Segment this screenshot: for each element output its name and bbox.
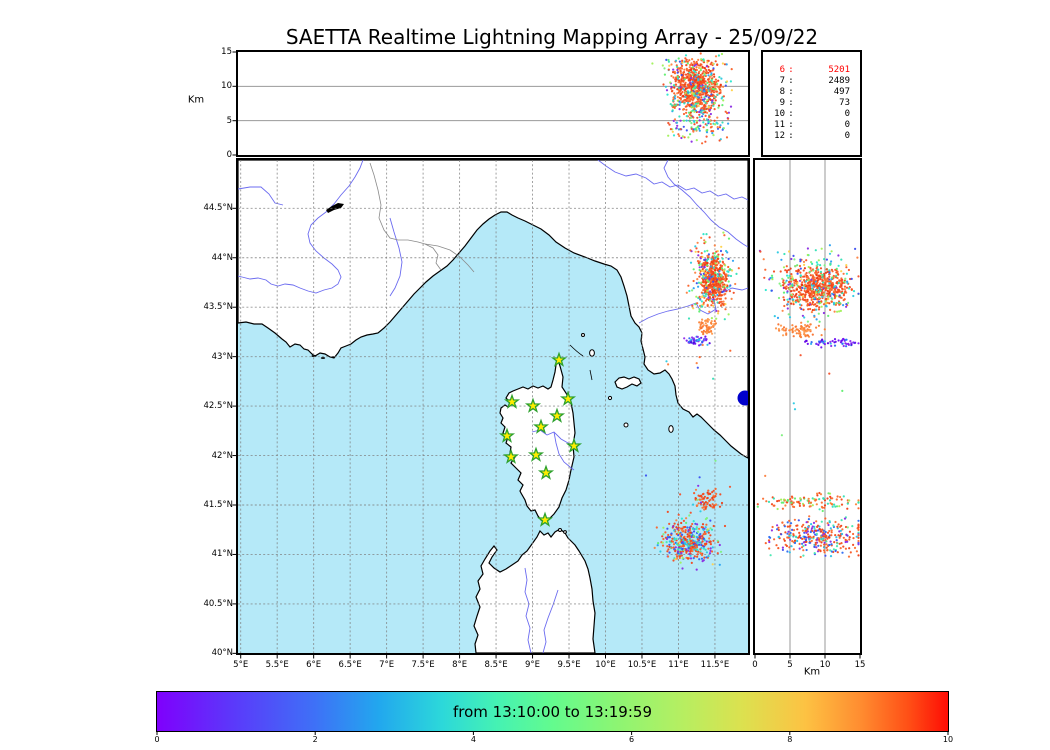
station-star bbox=[536, 511, 554, 527]
station-star bbox=[565, 437, 583, 453]
island-montecristo bbox=[623, 422, 629, 428]
lat-tick-label: 42.5°N bbox=[203, 400, 233, 411]
colorbar-label: from 13:10:00 to 13:19:59 bbox=[452, 702, 652, 721]
colorbar: from 13:10:00 to 13:19:59 bbox=[156, 691, 949, 732]
lon-tick-label: 10.5°E bbox=[627, 659, 657, 670]
altitude-longitude-plot bbox=[238, 52, 748, 145]
source-count-panel: 6:5201 7:2489 8:497 9:73 10:0 11:0 12:0 bbox=[761, 50, 862, 157]
alt-tick-label: 0 bbox=[226, 149, 232, 160]
lat-tick-label: 40°N bbox=[211, 648, 233, 659]
count-row: 12:0 bbox=[774, 130, 850, 141]
land-corsica bbox=[499, 358, 576, 523]
lon-tick-label: 9.5°E bbox=[557, 659, 581, 670]
map-plot bbox=[238, 160, 748, 653]
lon-tick-label: 8.5°E bbox=[484, 659, 508, 670]
station-star bbox=[532, 418, 550, 434]
colorbar-tick-label: 0 bbox=[154, 735, 160, 744]
colorbar-tick-label: 10 bbox=[942, 735, 954, 744]
island-giglio bbox=[668, 425, 674, 433]
lon-tick-label: 11°E bbox=[668, 659, 689, 670]
lat-tick-label: 43.5°N bbox=[203, 301, 233, 312]
station-star bbox=[537, 464, 555, 480]
island-hyeres-2 bbox=[320, 357, 326, 359]
lon-tick-label: 7°E bbox=[379, 659, 395, 670]
island-maddalena-2 bbox=[563, 530, 567, 534]
lightning-scatter-map bbox=[644, 231, 740, 571]
right-km-tick-label: 15 bbox=[854, 659, 866, 670]
station-star bbox=[502, 448, 520, 464]
lon-tick-label: 6°E bbox=[306, 659, 322, 670]
count-row: 9:73 bbox=[779, 98, 850, 109]
right-km-tick-label: 10 bbox=[819, 659, 831, 670]
station-star bbox=[498, 427, 516, 443]
lat-tick-label: 40.5°N bbox=[203, 598, 233, 609]
altitude-gridlines bbox=[238, 85, 748, 122]
count-row: 7:2489 bbox=[779, 76, 850, 87]
lon-tick-label: 6.5°E bbox=[338, 659, 362, 670]
island-gorgona bbox=[581, 333, 585, 337]
count-row: 6:5201 bbox=[779, 65, 850, 76]
altitude-gridlines-right bbox=[789, 160, 826, 653]
station-star bbox=[550, 351, 568, 367]
count-row: 10:0 bbox=[774, 108, 850, 119]
colorbar-tick-label: 2 bbox=[312, 735, 318, 744]
lightning-scatter-top bbox=[651, 52, 733, 145]
station-star bbox=[524, 397, 542, 413]
station-star bbox=[503, 393, 521, 409]
country-borders bbox=[369, 162, 475, 273]
island-maddalena-1 bbox=[558, 528, 562, 532]
lat-tick-label: 42°N bbox=[211, 450, 233, 461]
lat-tick-label: 43°N bbox=[211, 351, 233, 362]
lon-tick-label: 5°E bbox=[233, 659, 249, 670]
altitude-longitude-panel bbox=[236, 50, 750, 157]
station-stars bbox=[498, 351, 583, 527]
page-title: SAETTA Realtime Lightning Mapping Array … bbox=[285, 25, 819, 49]
island-pianosa bbox=[607, 395, 613, 401]
alt-tick-label: 10 bbox=[221, 81, 232, 92]
coast-fragment-2 bbox=[589, 369, 593, 381]
map-gridlines bbox=[238, 160, 748, 653]
lake-bolsena bbox=[737, 390, 748, 406]
lon-tick-label: 9°E bbox=[525, 659, 541, 670]
alt-tick-label: 5 bbox=[226, 115, 232, 126]
coast-fragment-1 bbox=[569, 344, 584, 357]
land-sardinia bbox=[473, 528, 596, 653]
colorbar-tick-label: 8 bbox=[787, 735, 793, 744]
altitude-latitude-panel bbox=[753, 158, 862, 655]
right-km-axis-unit-label: Km bbox=[803, 666, 821, 678]
station-star bbox=[527, 446, 545, 462]
lon-tick-label: 7.5°E bbox=[411, 659, 435, 670]
station-star bbox=[548, 407, 566, 423]
lat-tick-label: 44.5°N bbox=[203, 203, 233, 214]
land-elba bbox=[614, 376, 642, 390]
lon-tick-label: 10°E bbox=[595, 659, 616, 670]
count-row: 11:0 bbox=[774, 119, 850, 130]
right-km-tick-label: 5 bbox=[787, 659, 793, 670]
lon-tick-label: 5.5°E bbox=[265, 659, 289, 670]
lon-tick-label: 8°E bbox=[452, 659, 468, 670]
colorbar-tick-label: 4 bbox=[470, 735, 476, 744]
count-row: 8:497 bbox=[779, 87, 850, 98]
island-capraia bbox=[589, 349, 595, 357]
station-star bbox=[559, 390, 577, 406]
altitude-axis-unit-label: Km bbox=[187, 94, 205, 106]
land-france-italy bbox=[238, 160, 748, 459]
lat-tick-label: 44°N bbox=[211, 252, 233, 263]
colorbar-tick-label: 6 bbox=[629, 735, 635, 744]
lat-tick-label: 41.5°N bbox=[203, 499, 233, 510]
map-panel bbox=[236, 158, 750, 655]
lightning-scatter-right bbox=[756, 244, 860, 559]
lat-tick-label: 41°N bbox=[211, 549, 233, 560]
alt-tick-label: 15 bbox=[221, 46, 232, 57]
altitude-latitude-plot bbox=[756, 160, 860, 653]
right-km-tick-label: 0 bbox=[752, 659, 758, 670]
lon-tick-label: 11.5°E bbox=[700, 659, 730, 670]
